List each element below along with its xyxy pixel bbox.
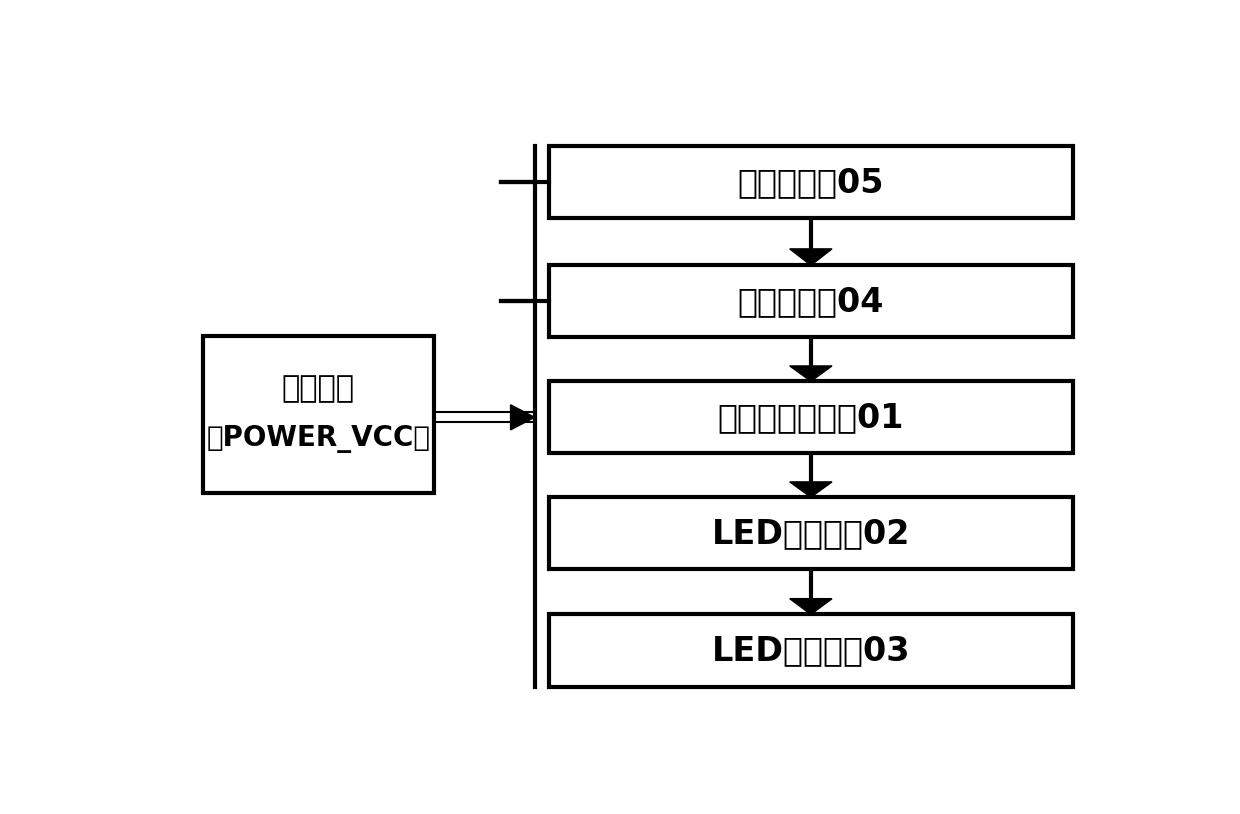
Text: 工作电源: 工作电源 xyxy=(281,374,355,404)
Bar xyxy=(549,615,1073,686)
Text: 车载控制器04: 车载控制器04 xyxy=(738,285,884,318)
Bar xyxy=(549,497,1073,569)
Bar xyxy=(549,147,1073,218)
Bar xyxy=(203,336,434,492)
Polygon shape xyxy=(790,249,832,265)
Polygon shape xyxy=(790,482,832,497)
Text: LED驱动电路02: LED驱动电路02 xyxy=(712,517,910,549)
Bar xyxy=(549,381,1073,453)
Polygon shape xyxy=(790,366,832,381)
Text: LED发光电路03: LED发光电路03 xyxy=(712,634,910,667)
Text: 档位指示控制器01: 档位指示控制器01 xyxy=(718,400,904,434)
Bar xyxy=(549,265,1073,338)
Polygon shape xyxy=(511,405,534,430)
Text: 阳光传感器05: 阳光传感器05 xyxy=(738,166,884,199)
Text: （POWER_VCC）: （POWER_VCC） xyxy=(206,425,430,453)
Polygon shape xyxy=(790,598,832,615)
